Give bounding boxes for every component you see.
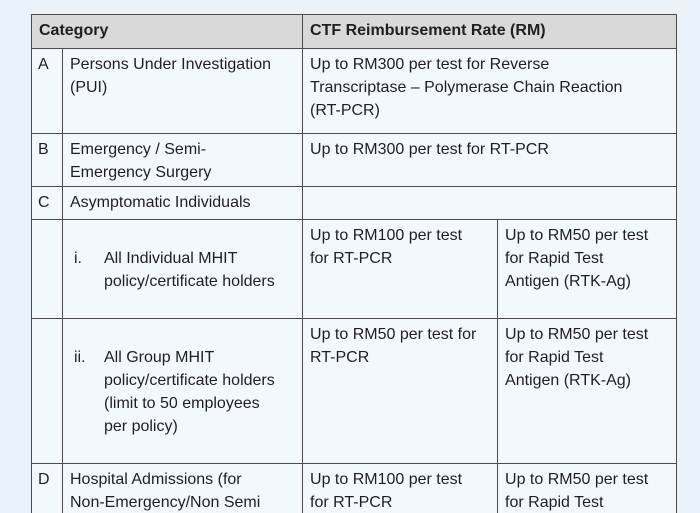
table-row-a: A Persons Under Investigation (PUI) Up t… (31, 48, 678, 134)
row-c-ii-description-cell: ii. All Group MHIT policy/certificate ho… (61, 318, 304, 464)
row-c-ii-rate-rtk: Up to RM50 per test for Rapid Test Antig… (497, 318, 678, 464)
table-row-b: B Emergency / Semi- Emergency Surgery Up… (31, 133, 678, 187)
row-a-letter: A (31, 48, 63, 134)
row-c-rate-empty (302, 186, 678, 220)
row-c-i-description: All Individual MHIT policy/certificate h… (104, 250, 275, 290)
row-b-description: Emergency / Semi- Emergency Surgery (61, 133, 304, 187)
row-c-i-description-cell: i. All Individual MHIT policy/certificat… (61, 219, 304, 319)
table-row-c-i: i. All Individual MHIT policy/certificat… (31, 219, 678, 319)
rate-column-header: CTF Reimbursement Rate (RM) (302, 14, 678, 49)
row-c-i-list-marker: i. (74, 250, 82, 267)
row-c-i-letter-cell (31, 219, 63, 319)
row-c-i-rate-rtpcr: Up to RM100 per test for RT-PCR (302, 219, 499, 319)
row-b-letter: B (31, 133, 63, 187)
row-d-rate-rtk: Up to RM50 per test for Rapid Test Antig… (497, 463, 678, 513)
table-row-c: C Asymptomatic Individuals (31, 186, 678, 220)
row-d-rate-rtpcr: Up to RM100 per test for RT-PCR (302, 463, 499, 513)
row-d-letter: D (31, 463, 63, 513)
row-c-description: Asymptomatic Individuals (61, 186, 304, 220)
table-row-c-ii: ii. All Group MHIT policy/certificate ho… (31, 318, 678, 464)
row-c-ii-letter-cell (31, 318, 63, 464)
row-b-rate: Up to RM300 per test for RT-PCR (302, 133, 678, 187)
table-header-row: Category CTF Reimbursement Rate (RM) (30, 14, 678, 49)
row-d-description: Hospital Admissions (for Non-Emergency/N… (61, 463, 304, 513)
row-c-ii-rate-rtpcr: Up to RM50 per test for RT-PCR (302, 318, 499, 464)
category-column-header: Category (30, 14, 304, 49)
row-c-ii-list-marker: ii. (74, 349, 86, 366)
row-a-rate: Up to RM300 per test for Reverse Transcr… (302, 48, 678, 134)
row-a-description: Persons Under Investigation (PUI) (61, 48, 304, 134)
ctf-reimbursement-table: Category CTF Reimbursement Rate (RM) A P… (30, 14, 678, 513)
row-c-ii-description: All Group MHIT policy/certificate holder… (104, 349, 275, 435)
table-row-d: D Hospital Admissions (for Non-Emergency… (31, 463, 678, 513)
row-c-i-rate-rtk: Up to RM50 per test for Rapid Test Antig… (497, 219, 678, 319)
row-c-letter: C (31, 186, 63, 220)
